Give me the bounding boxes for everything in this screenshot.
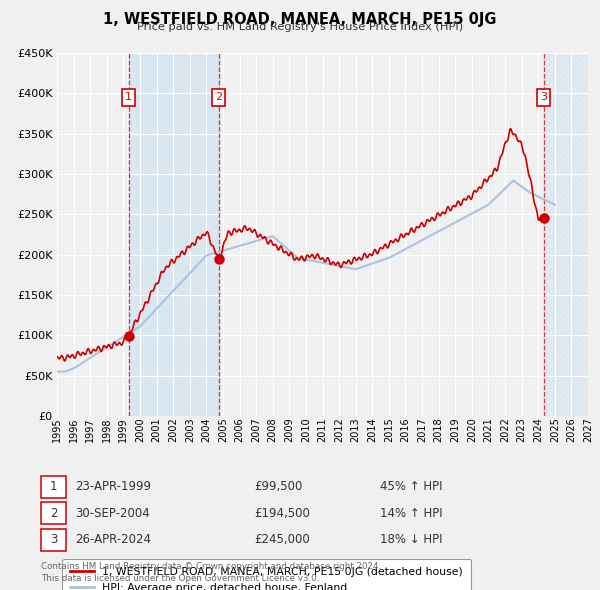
Text: 18% ↓ HPI: 18% ↓ HPI <box>380 533 442 546</box>
Text: £194,500: £194,500 <box>254 507 310 520</box>
Text: 1, WESTFIELD ROAD, MANEA, MARCH, PE15 0JG: 1, WESTFIELD ROAD, MANEA, MARCH, PE15 0J… <box>103 12 497 27</box>
Text: 3: 3 <box>50 533 57 546</box>
Text: 30-SEP-2004: 30-SEP-2004 <box>76 507 151 520</box>
Text: 45% ↑ HPI: 45% ↑ HPI <box>380 480 442 493</box>
Text: 2: 2 <box>50 507 57 520</box>
Bar <box>128 53 219 416</box>
Legend: 1, WESTFIELD ROAD, MANEA, MARCH, PE15 0JG (detached house), HPI: Average price, : 1, WESTFIELD ROAD, MANEA, MARCH, PE15 0J… <box>62 559 471 590</box>
Text: 2: 2 <box>215 93 223 103</box>
Text: Contains HM Land Registry data © Crown copyright and database right 2024.
This d: Contains HM Land Registry data © Crown c… <box>41 562 381 583</box>
Text: 1: 1 <box>125 93 132 103</box>
Text: Price paid vs. HM Land Registry's House Price Index (HPI): Price paid vs. HM Land Registry's House … <box>137 22 463 32</box>
Text: 1: 1 <box>50 480 57 493</box>
Text: 26-APR-2024: 26-APR-2024 <box>76 533 152 546</box>
Text: 23-APR-1999: 23-APR-1999 <box>76 480 152 493</box>
Text: 14% ↑ HPI: 14% ↑ HPI <box>380 507 442 520</box>
Text: 3: 3 <box>540 93 547 103</box>
Text: £99,500: £99,500 <box>254 480 302 493</box>
Text: £245,000: £245,000 <box>254 533 310 546</box>
Bar <box>544 53 588 416</box>
